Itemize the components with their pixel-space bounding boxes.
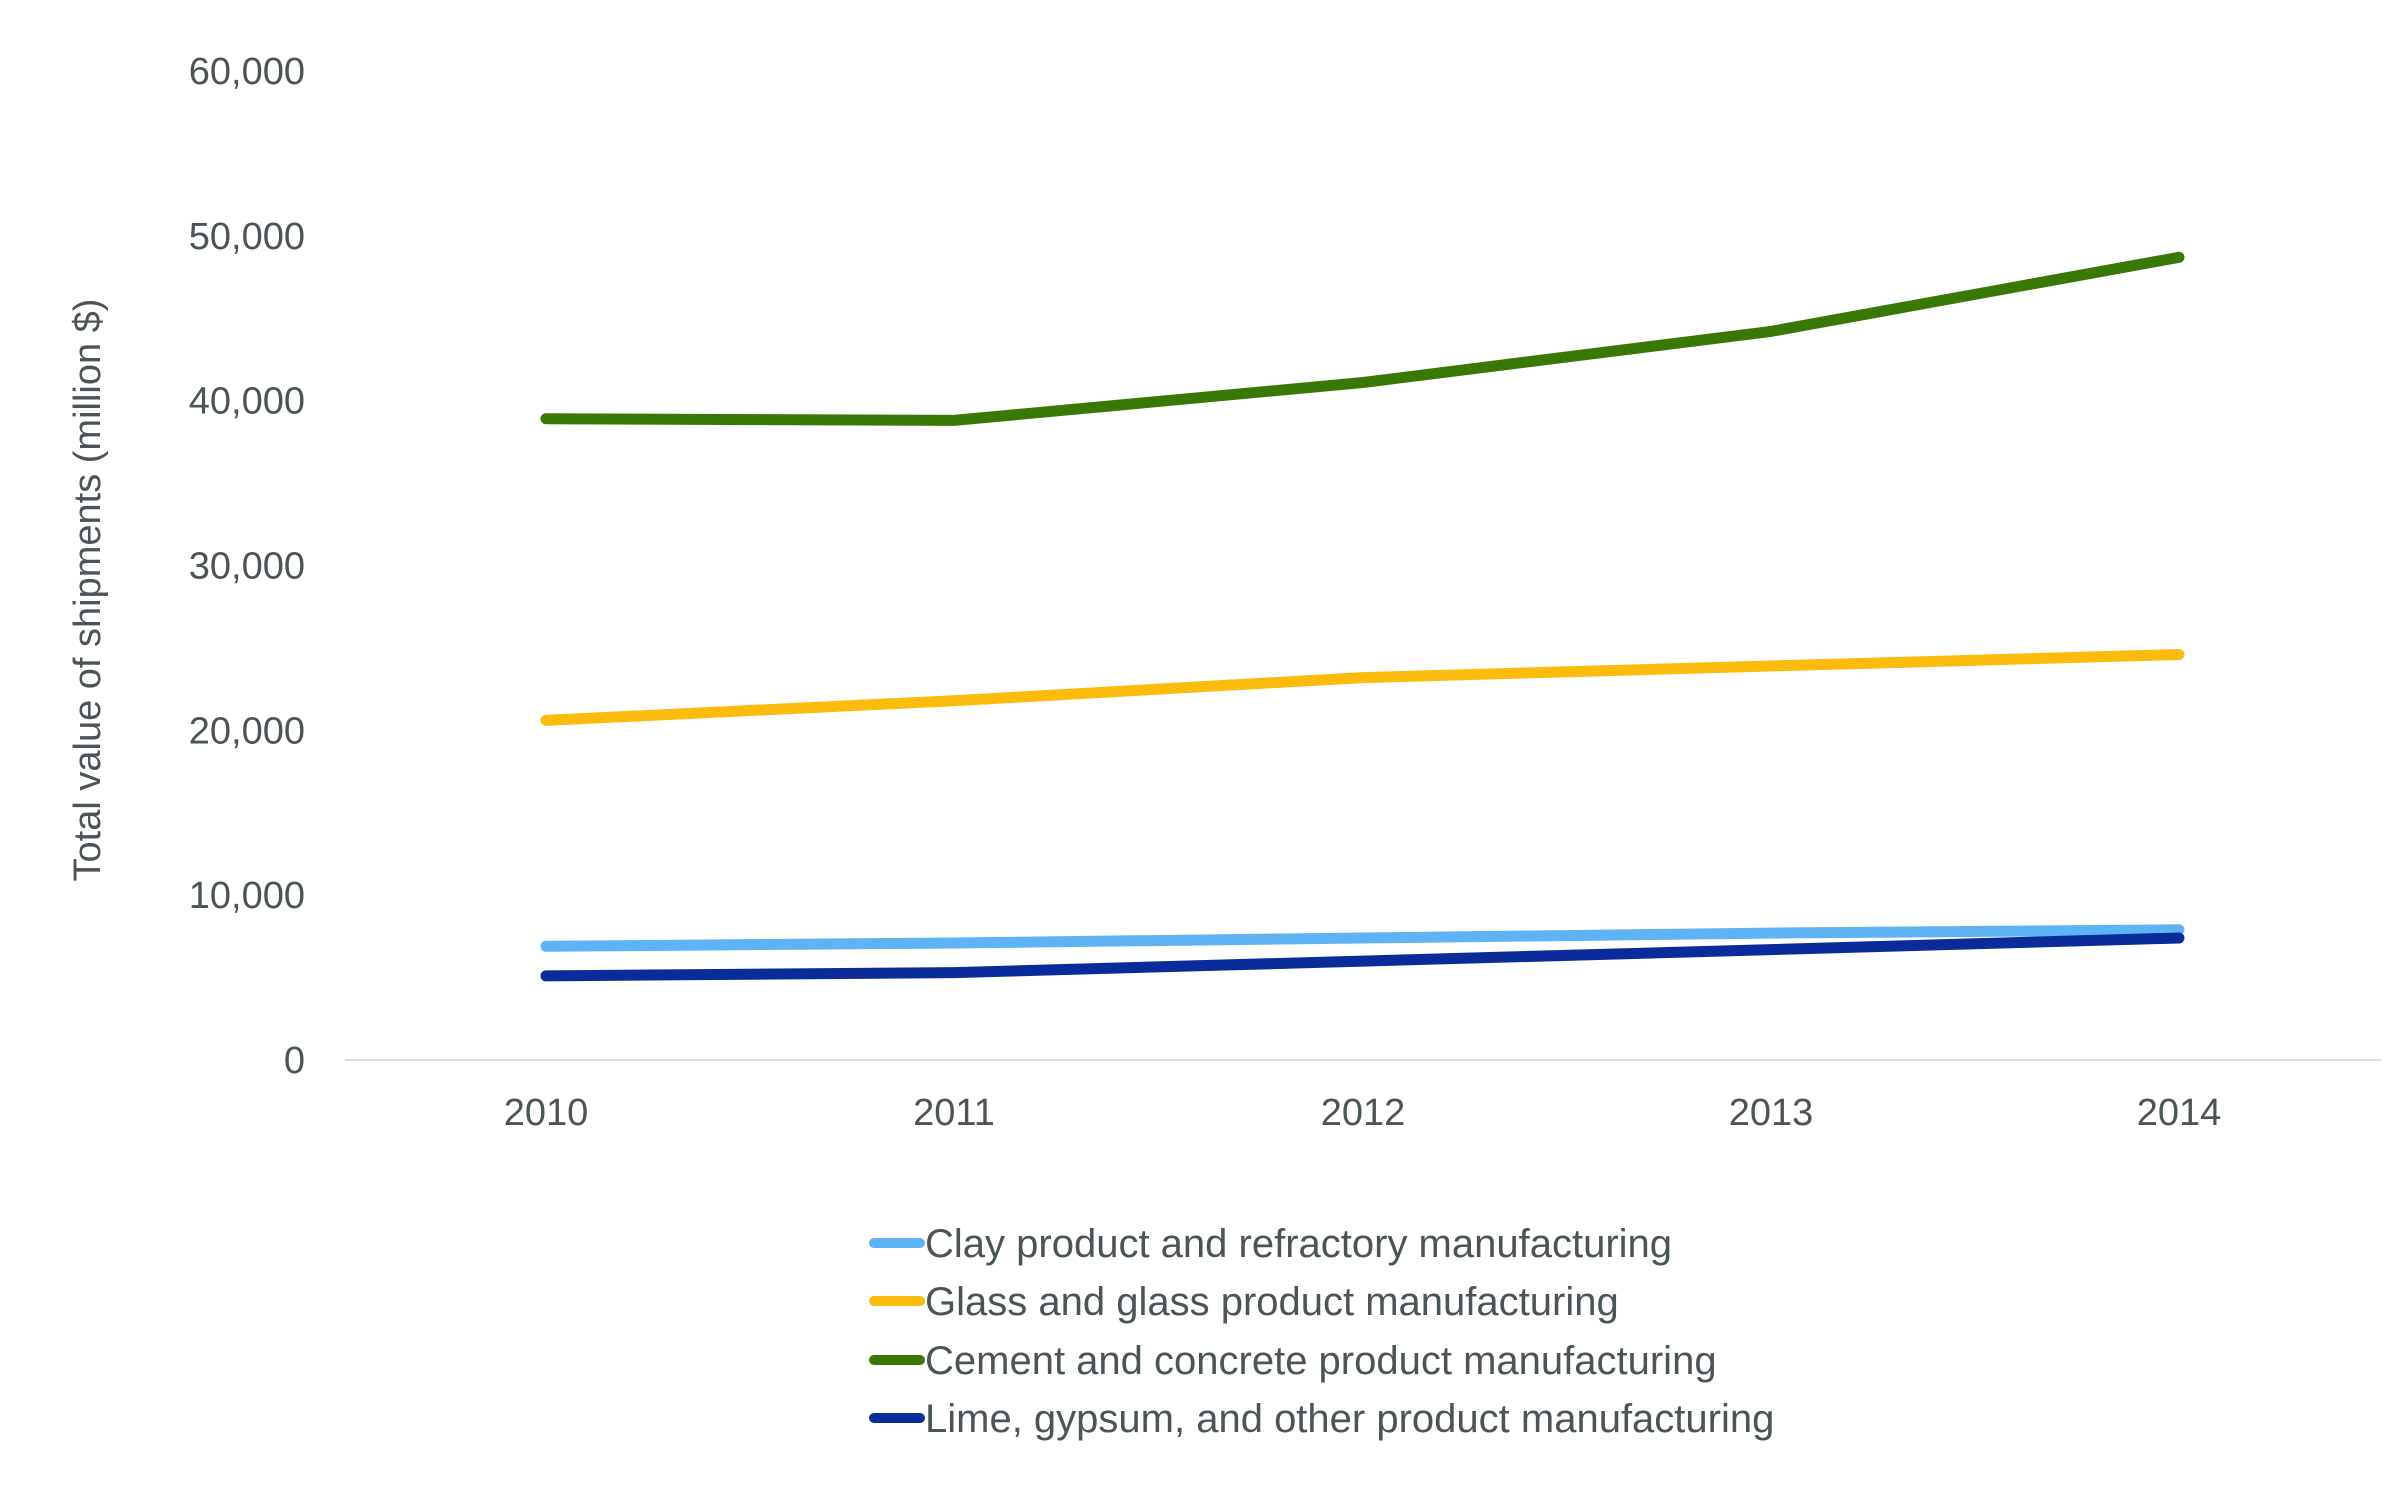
legend-label: Clay product and refractory manufacturin…	[925, 1222, 1672, 1266]
y-tick-label: 40,000	[189, 381, 305, 423]
legend-item: Clay product and refractory manufacturin…	[869, 1222, 1672, 1266]
x-tick-label: 2012	[1321, 1092, 1406, 1134]
legend-label: Lime, gypsum, and other product manufact…	[925, 1397, 1774, 1441]
y-tick-label: 50,000	[189, 216, 305, 258]
y-tick-label: 30,000	[189, 546, 305, 588]
series-line-1	[540, 649, 2185, 726]
x-tick-label: 2013	[1729, 1092, 1814, 1134]
y-tick-label: 0	[284, 1040, 305, 1082]
x-tick-label: 2011	[913, 1092, 995, 1134]
y-axis-title: Total value of shipments (million $)	[67, 299, 109, 882]
legend-label: Cement and concrete product manufacturin…	[925, 1339, 1717, 1383]
x-tick-label: 2014	[2137, 1092, 2222, 1134]
y-tick-label: 60,000	[189, 51, 305, 93]
legend-item: Glass and glass product manufacturing	[869, 1280, 1619, 1324]
x-tick-label: 2010	[504, 1092, 589, 1134]
legend-item: Cement and concrete product manufacturin…	[869, 1339, 1717, 1383]
y-tick-label: 20,000	[189, 710, 305, 752]
series-line-3	[540, 932, 2185, 982]
legend-item: Lime, gypsum, and other product manufact…	[869, 1397, 1774, 1441]
series-line-2	[540, 251, 2185, 426]
series-line-0	[540, 924, 2185, 952]
y-tick-label: 10,000	[189, 875, 305, 917]
legend-label: Glass and glass product manufacturing	[925, 1280, 1619, 1324]
